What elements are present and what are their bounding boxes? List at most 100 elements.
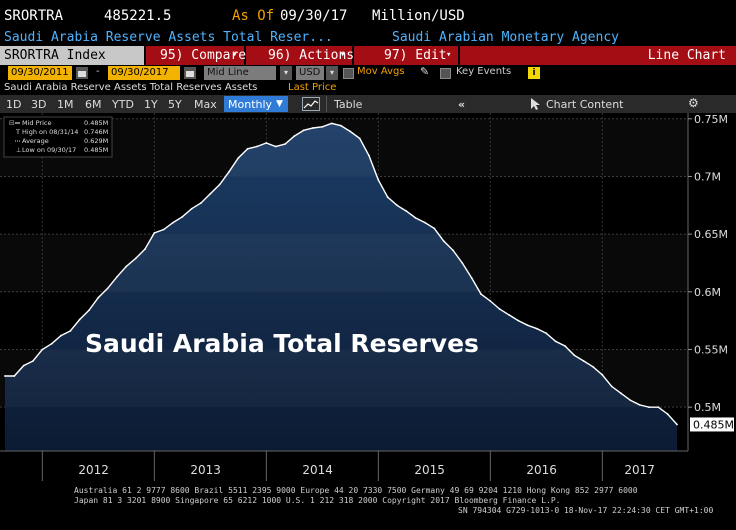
compare-label: 95) Compare <box>160 48 247 63</box>
legend-low-marker: ⊥ <box>16 146 22 154</box>
legend-collapse-icon[interactable]: ⊟ <box>9 119 15 127</box>
settings-gear-icon[interactable]: ⚙ <box>688 96 699 110</box>
chart-type-field[interactable]: Line Chart <box>460 46 736 65</box>
data-point <box>22 364 25 367</box>
timeframe-1d[interactable]: 1D <box>6 96 26 112</box>
currency-value: USD <box>299 67 321 78</box>
data-point <box>629 399 632 402</box>
timeframe-label: 3D <box>31 98 47 111</box>
security-description: Saudi Arabia Reserve Assets Total Reser.… <box>4 30 333 45</box>
actions-button[interactable]: 96) Actions ▾ <box>246 46 355 65</box>
data-point <box>162 228 165 231</box>
data-point <box>302 129 305 132</box>
value-band <box>0 234 688 292</box>
data-point <box>554 340 557 343</box>
data-point <box>106 287 109 290</box>
end-date-input[interactable]: 09/30/2017 <box>108 66 180 80</box>
x-tick-label: 2014 <box>302 463 333 477</box>
series-name: Saudi Arabia Reserve Assets Total Reserv… <box>4 82 258 93</box>
chart-content-icon[interactable] <box>530 96 540 112</box>
y-tick-label: 0.55M <box>694 343 728 356</box>
data-point <box>190 207 193 210</box>
data-point <box>13 375 16 377</box>
edit-dropdown-icon: ▾ <box>446 50 452 60</box>
date-range-separator: - <box>96 66 100 77</box>
legend-label: Low on 09/30/17 <box>22 146 76 154</box>
actions-label: 96) Actions <box>268 48 355 63</box>
reserves-chart: 0.5M 0.55M 0.6M 0.65M 0.7M 0.75M 2012 2013 2014… <box>0 113 734 481</box>
chart-content-label: Chart Content <box>546 98 624 111</box>
data-point <box>321 125 324 128</box>
y-tick-label: 0.6M <box>694 286 721 299</box>
overlay-title: Saudi Arabia Total Reserves <box>85 329 479 358</box>
data-point <box>153 232 156 234</box>
timeframe-label: 1D <box>6 98 22 111</box>
data-point <box>246 147 249 150</box>
data-point <box>526 324 529 327</box>
y-tick-label: 0.65M <box>694 228 728 241</box>
function-toolbar: SRORTRA Index 95) Compare ▾ 96) Actions … <box>0 46 736 65</box>
table-button[interactable]: Table <box>332 96 368 112</box>
cursor-icon <box>531 98 540 110</box>
data-point <box>601 373 604 376</box>
chart-controls: 09/30/2011 - 09/30/2017 Mid Line ▾ USD ▾… <box>0 65 736 81</box>
timeframe-1m[interactable]: 1M <box>57 96 77 112</box>
start-date-input[interactable]: 09/30/2011 <box>8 66 72 80</box>
timeframe-ytd[interactable]: YTD <box>112 96 138 112</box>
security-header: SRORTRA 485221.5 As Of 09/30/17 Million/… <box>0 0 736 30</box>
info-icon[interactable]: i <box>528 67 540 79</box>
edit-button[interactable]: 97) Edit ▾ <box>354 46 458 65</box>
timeframe-label: 5Y <box>168 98 182 111</box>
start-calendar-icon[interactable] <box>76 67 88 79</box>
price-field-select[interactable]: Mid Line <box>204 66 276 80</box>
mov-avgs-checkbox[interactable] <box>343 68 354 79</box>
data-point <box>480 293 482 296</box>
pencil-icon[interactable]: ✎ <box>420 65 430 78</box>
timeframe-1y[interactable]: 1Y <box>144 96 164 112</box>
data-point <box>536 327 538 330</box>
end-calendar-icon[interactable] <box>184 67 196 79</box>
timeframe-5y[interactable]: 5Y <box>168 96 188 112</box>
period-dropdown-icon: ▼ <box>276 99 283 109</box>
data-point <box>508 313 510 316</box>
data-point <box>256 145 258 148</box>
compare-button[interactable]: 95) Compare ▾ <box>146 46 247 65</box>
period-select[interactable]: Monthly ▼ <box>224 96 288 112</box>
x-axis-ticks: 2012 2013 2014 2015 2016 2017 <box>41 451 655 481</box>
data-point <box>424 221 426 224</box>
chart-style-button[interactable] <box>300 96 322 112</box>
data-point <box>676 423 678 426</box>
currency-dropdown-icon[interactable]: ▾ <box>326 66 338 80</box>
price-field-dropdown-icon[interactable]: ▾ <box>280 66 292 80</box>
data-point <box>200 202 202 204</box>
currency-select[interactable]: USD <box>296 66 324 80</box>
key-events-checkbox[interactable] <box>440 68 451 79</box>
series-bar: Saudi Arabia Reserve Assets Total Reserv… <box>0 81 736 95</box>
data-points <box>4 122 678 426</box>
table-label: Table <box>334 98 363 111</box>
footer-contacts-line: Australia 61 2 9777 8600 Brazil 5511 239… <box>74 486 638 495</box>
data-point <box>592 365 594 368</box>
legend-value: 0.485M <box>84 119 108 127</box>
last-value-box <box>690 417 734 432</box>
chart-content-button[interactable]: Chart Content <box>544 96 634 112</box>
data-point <box>377 179 380 181</box>
x-tick-label: 2012 <box>78 463 109 477</box>
data-point <box>78 318 81 321</box>
footer-contacts-line-2: Japan 81 3 3201 8900 Singapore 65 6212 1… <box>74 496 561 505</box>
collapse-panel-icon[interactable]: « <box>458 98 466 111</box>
data-point <box>545 332 548 335</box>
index-field[interactable]: SRORTRA Index <box>0 46 144 65</box>
period-label: Monthly <box>228 98 273 111</box>
data-point <box>433 227 436 230</box>
data-point <box>125 265 128 268</box>
timeframe-3d[interactable]: 3D <box>31 96 51 112</box>
data-point <box>396 204 398 207</box>
x-tick-label: 2013 <box>190 463 221 477</box>
timeframe-max[interactable]: Max <box>194 96 220 112</box>
data-point <box>237 157 240 159</box>
y-axis-ticks: 0.5M 0.55M 0.6M 0.65M 0.7M 0.75M <box>688 113 728 414</box>
data-point <box>564 345 566 347</box>
timeframe-6m[interactable]: 6M <box>85 96 105 112</box>
data-point <box>461 262 464 264</box>
